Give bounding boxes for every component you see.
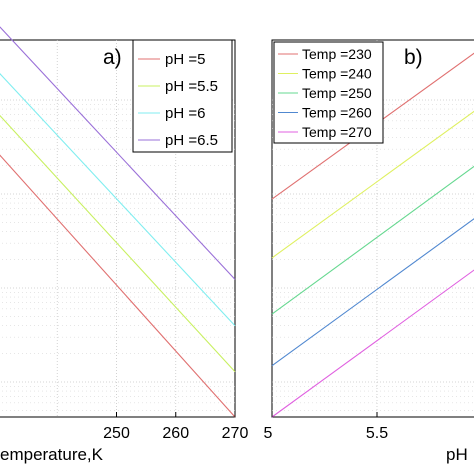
panel-b-x-tick-label: 5 bbox=[264, 425, 273, 442]
panel-b-x-tick-label: 5.5 bbox=[366, 425, 388, 442]
panel-b-legend-label-1: Temp =230 bbox=[302, 46, 372, 62]
panel-a: 250 260 270 a) emperature,K pH =5pH =5.5pH… bbox=[0, 26, 248, 464]
panel-b-series-line-5 bbox=[271, 269, 474, 418]
panel-a-legend-label-2: pH =5.5 bbox=[165, 78, 218, 95]
panel-b-x-ticks: 5 5.5 bbox=[264, 412, 388, 442]
panel-b-series bbox=[271, 52, 474, 418]
panel-a-label: a) bbox=[103, 46, 122, 69]
panel-a-legend-label-4: pH =6.5 bbox=[165, 132, 218, 149]
panel-b-legend-label-3: Temp =250 bbox=[302, 85, 372, 101]
panel-b-series-line-2 bbox=[271, 110, 474, 259]
panel-a-series-line-4 bbox=[0, 26, 236, 280]
panel-a-legend-label-3: pH =6 bbox=[165, 105, 205, 122]
panel-b-legend: Temp =230 Temp =240 Temp =250 Temp =260 Temp… bbox=[273, 41, 384, 144]
panel-b-x-axis-label: pH bbox=[446, 445, 468, 464]
panel-a-series-line-1 bbox=[0, 154, 236, 418]
panel-b-legend-label-5: Temp =270 bbox=[302, 124, 372, 140]
panel-a-legend-label-1: pH =5 bbox=[165, 51, 205, 68]
panel-a-series bbox=[0, 26, 236, 418]
panel-a-x-axis-label: emperature,K bbox=[0, 445, 104, 464]
panel-a-series-line-3 bbox=[0, 73, 236, 327]
panel-a-legend: pH =5 pH =5.5 pH =6 pH =6.5 bbox=[132, 39, 233, 153]
panel-b-legend-label-4: Temp =260 bbox=[302, 105, 372, 121]
panel-b-label: b) bbox=[404, 46, 423, 69]
panel-b-series-line-3 bbox=[271, 165, 474, 315]
panel-a-x-tick-label: 270 bbox=[222, 425, 249, 442]
panel-a-series-line-2 bbox=[0, 114, 236, 373]
panel-a-x-tick-label: 250 bbox=[103, 425, 130, 442]
panel-b-series-line-4 bbox=[271, 218, 474, 367]
panel-b-legend-label-2: Temp =240 bbox=[302, 66, 372, 82]
panel-a-x-tick-label: 260 bbox=[162, 425, 189, 442]
panel-a-grid bbox=[0, 40, 235, 417]
panel-a-x-ticks: 250 260 270 bbox=[103, 412, 248, 442]
